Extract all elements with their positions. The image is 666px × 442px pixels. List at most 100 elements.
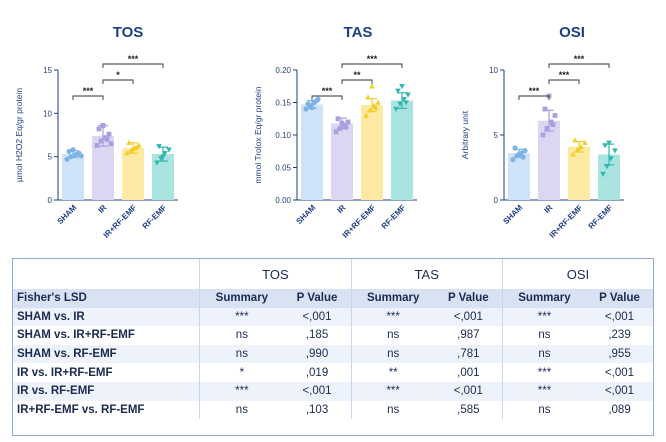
cell: *** [501,307,587,327]
row-label: IR vs. IR+RF-EMF [13,363,200,382]
y-axis-label: Arbitrary unit [460,110,470,159]
chart-svg: TAS mmol Trolox Eq/gr protein 0.00 0.05 0.10… [253,24,417,240]
significance-label: *** [83,86,94,96]
cell: *** [199,307,284,327]
row-label: SHAM vs. IR+RF-EMF [13,326,200,345]
data-point [608,156,614,162]
chart-osi: OSI Arbitrary unit 0 5 10 SHAM IR IR+RF-EMF RF-E… [444,0,666,255]
data-point [570,151,576,157]
significance-bracket [72,95,104,100]
significance-label: *** [128,54,139,64]
data-point [96,126,102,132]
data-point [64,156,70,162]
bar-ir [92,135,114,200]
data-point [572,137,578,143]
cell: ,585 [434,400,503,420]
cell: ns [350,400,435,420]
data-point [305,101,311,107]
cell: *** [350,381,435,401]
bar-sham [301,104,323,200]
cell: ns [199,344,284,364]
fisher-lsd-table: TOS TAS OSI Fisher's LSD Summary P Value… [13,259,653,420]
cell: *** [501,363,587,382]
group-header-tos: TOS [199,259,352,289]
cell: ns [350,344,435,364]
data-point [606,140,612,146]
significance-label: *** [322,86,333,96]
data-point [542,106,548,112]
bar-rf-emf [391,100,413,200]
cell: * [199,363,284,382]
table-row: IR vs. RF-EMF *** <,001 *** <,001 *** <,… [13,381,653,401]
pvalue-header-tas: P Value [434,289,503,308]
significance-bracket [311,95,343,100]
data-point [313,98,319,104]
summary-header-tas: Summary [350,289,435,308]
y-tick-label: 10 [43,109,52,118]
data-point [395,88,401,94]
cell: ,990 [283,344,352,364]
data-point [134,144,140,150]
fishers-lsd-header: Fisher's LSD [13,289,200,308]
data-point [367,107,373,113]
data-point [393,106,399,112]
cell: <,001 [283,381,352,401]
data-point [399,84,405,90]
data-point [516,151,522,158]
significance-label: *** [559,70,570,80]
cell: ns [501,400,587,420]
significance-label: *** [367,54,378,64]
data-point [104,136,110,142]
y-tick-label: 5 [48,153,53,162]
pvalue-header-tos: P Value [283,289,352,308]
data-point [576,145,582,151]
significance-bracket [102,63,164,68]
bar-ir-rf-emf [361,105,383,200]
row-label: SHAM vs. RF-EMF [13,344,200,364]
cell: ,955 [586,344,653,364]
cell: ns [501,326,587,345]
cell: <,001 [586,307,653,327]
cell: <,001 [586,363,653,382]
y-axis-label: mmol Trolox Eq/gr protein [253,86,263,184]
row-label: SHAM vs. IR [13,307,200,327]
data-point [552,113,558,118]
category-label: RF-EMF [141,203,169,231]
cell: ,987 [434,326,503,345]
bar-ir-rf-emf [122,148,144,200]
data-point [612,148,618,154]
data-point [550,122,556,127]
significance-label: *** [574,54,585,64]
significance-bracket [548,63,610,68]
cell: ,185 [283,326,352,345]
cell: ,103 [283,400,352,420]
y-tick-label: 0.10 [275,131,291,140]
bar-ir [331,123,353,200]
bar-rf-emf [152,154,174,200]
category-label: SHAM [501,203,524,226]
chart-title: TAS [344,24,373,41]
summary-header-osi: Summary [501,289,587,308]
data-point [106,131,112,137]
y-tick-label: 0.15 [275,99,291,108]
data-point [574,147,580,153]
data-point [403,100,409,106]
data-point [401,97,407,103]
cell: ,001 [434,363,503,382]
significance-bracket [341,63,403,68]
data-point [369,83,375,89]
data-point [78,153,84,159]
stats-table-panel: TOS TAS OSI Fisher's LSD Summary P Value… [12,258,654,436]
data-point [345,119,351,125]
data-point [600,171,606,177]
data-point [510,157,516,163]
cell: ns [199,400,284,420]
table-row: IR+RF-EMF vs. RF-EMF ns ,103 ns ,585 ns … [13,400,653,420]
chart-tos: TOS µmol H2O2 Eq/gr protein 0 5 10 15 SHAM IR IR… [0,0,222,255]
group-header-tas: TAS [350,259,503,289]
table-group-header-row: TOS TAS OSI [13,259,653,289]
cell: ,019 [283,363,352,382]
bar-ir [538,120,560,200]
table-row: SHAM vs. IR *** <,001 *** <,001 *** <,00… [13,307,653,327]
